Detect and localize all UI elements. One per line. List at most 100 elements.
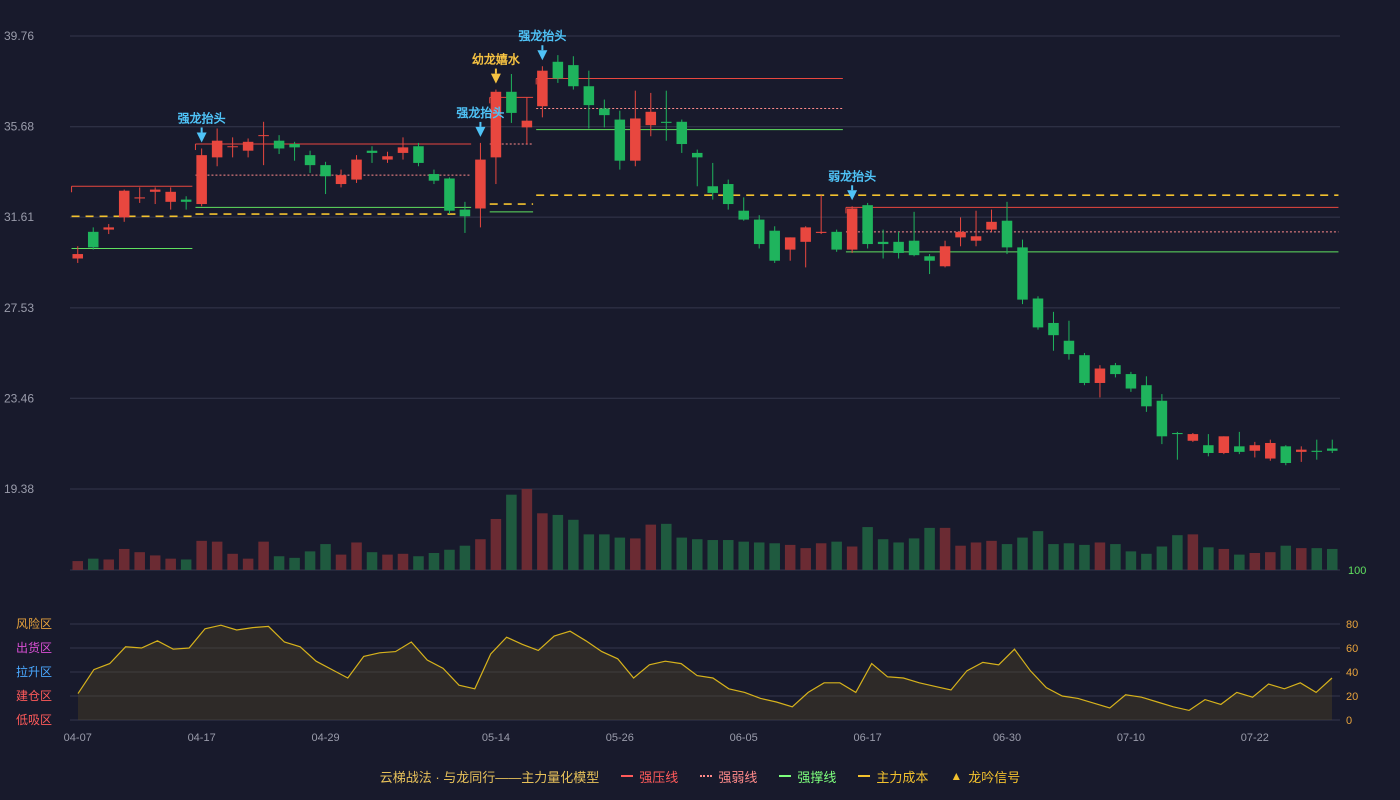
- date-tick-label: 04-29: [311, 732, 339, 744]
- zone-label: 拉升区: [16, 664, 52, 679]
- candle-body: [1326, 448, 1338, 451]
- volume-bars: [72, 489, 1338, 570]
- signal-label: 强龙抬头: [518, 28, 566, 43]
- candle-body: [1032, 298, 1044, 328]
- volume-bar: [459, 545, 471, 570]
- volume-bar: [1156, 546, 1168, 570]
- volume-bar: [970, 542, 982, 570]
- candle-body: [118, 190, 130, 218]
- candle-body: [72, 254, 84, 259]
- volume-bar: [986, 540, 997, 570]
- volume-bar: [1234, 554, 1245, 570]
- volume-bar: [908, 538, 920, 570]
- volume-bar: [196, 540, 207, 570]
- candle-body: [583, 86, 595, 106]
- candle-body: [366, 150, 378, 153]
- date-tick-label: 06-05: [730, 732, 758, 744]
- volume-bar: [444, 549, 455, 570]
- signal-arrow-icon: [537, 50, 548, 61]
- signal-arrow-icon: [196, 132, 207, 143]
- volume-bar: [134, 552, 145, 570]
- price-tick-label: 19.38: [4, 482, 34, 496]
- legend-label-dragon-signal: 龙吟信号: [968, 769, 1021, 785]
- volume-bar: [583, 534, 595, 570]
- volume-bar: [722, 540, 734, 570]
- candle-body: [955, 231, 966, 238]
- volume-bar: [1063, 543, 1075, 570]
- price-tick-label: 27.53: [4, 301, 34, 315]
- axis-labels: 39.76 35.68 31.61 27.53 23.46 19.38 100 0 20 40 60…: [4, 29, 1366, 744]
- legend-item-dragon-signal: ▲ 龙吟信号: [950, 767, 1020, 786]
- signal-arrow-icon: [847, 190, 858, 201]
- candle-body: [490, 91, 502, 158]
- volume-bar: [72, 561, 84, 570]
- volume-bar: [800, 548, 811, 570]
- candle-body: [1218, 436, 1230, 453]
- oscillator-area: [78, 625, 1332, 720]
- zone-label: 出货区: [16, 640, 52, 655]
- legend: 云梯战法 · 与龙同行——主力量化模型 强压线 强弱线 强撑线 主力成本 ▲ 龙…: [0, 766, 1400, 786]
- volume-bar: [1048, 544, 1059, 570]
- signal-label: 弱龙抬头: [828, 168, 876, 183]
- candle-body: [815, 231, 827, 233]
- candle-body: [1203, 445, 1214, 453]
- volume-bar: [815, 543, 827, 570]
- candle-body: [970, 236, 982, 241]
- price-tick-label: 35.68: [4, 120, 34, 134]
- volume-bar: [1218, 548, 1230, 570]
- signal-arrow-icon: [475, 126, 486, 137]
- volume-bar: [289, 557, 300, 570]
- volume-bar: [258, 541, 269, 570]
- date-tick-label: 05-14: [482, 732, 510, 744]
- candle-body: [1280, 446, 1292, 463]
- volume-bar: [599, 534, 610, 570]
- volume-bar: [1249, 552, 1261, 570]
- candle-body: [459, 209, 471, 217]
- candle-body: [568, 65, 579, 87]
- candle-body: [289, 144, 300, 148]
- candle-body: [1125, 374, 1137, 389]
- signal-label: 强龙抬头: [178, 110, 226, 125]
- volume-bar: [180, 559, 192, 570]
- candle-body: [1063, 340, 1075, 355]
- date-tick-label: 07-10: [1117, 732, 1145, 744]
- volume-bar: [335, 554, 347, 570]
- volume-bar: [304, 551, 316, 570]
- date-tick-label: 05-26: [606, 732, 634, 744]
- candle-body: [180, 199, 192, 202]
- candle-body: [1079, 355, 1090, 383]
- date-tick-label: 04-07: [64, 732, 92, 744]
- legend-item-weak-line: 强弱线: [700, 767, 757, 786]
- zone-label: 低吸区: [16, 713, 52, 727]
- main-cost-swatch: [858, 775, 871, 777]
- candle-body: [227, 146, 238, 148]
- candle-body: [382, 156, 393, 160]
- legend-label-main-cost: 主力成本: [876, 769, 929, 785]
- volume-bar: [537, 513, 548, 570]
- candle-body: [1156, 400, 1168, 437]
- volume-bar: [877, 539, 889, 570]
- volume-bar: [227, 553, 238, 570]
- candle-body: [506, 91, 517, 113]
- candle-body: [986, 221, 997, 230]
- volume-bar: [1032, 531, 1044, 570]
- candle-body: [87, 231, 99, 248]
- volume-bar: [1311, 548, 1323, 570]
- candle-body: [707, 186, 719, 193]
- volume-bar: [645, 524, 657, 570]
- candle-body: [134, 197, 145, 199]
- candle-body: [1172, 432, 1183, 435]
- osc-tick-label: 20: [1346, 691, 1358, 703]
- candle-body: [320, 165, 331, 177]
- weak-line-swatch: [700, 775, 713, 777]
- candle-body: [738, 210, 749, 220]
- date-tick-label: 06-17: [854, 732, 882, 744]
- volume-bar: [1141, 553, 1152, 570]
- volume-bar: [382, 554, 393, 570]
- level-lines: [71, 77, 1339, 253]
- candle-body: [304, 155, 316, 166]
- candle-body: [676, 121, 688, 145]
- volume-bar: [413, 556, 424, 570]
- candle-body: [1094, 368, 1106, 383]
- osc-tick-label: 40: [1346, 667, 1358, 679]
